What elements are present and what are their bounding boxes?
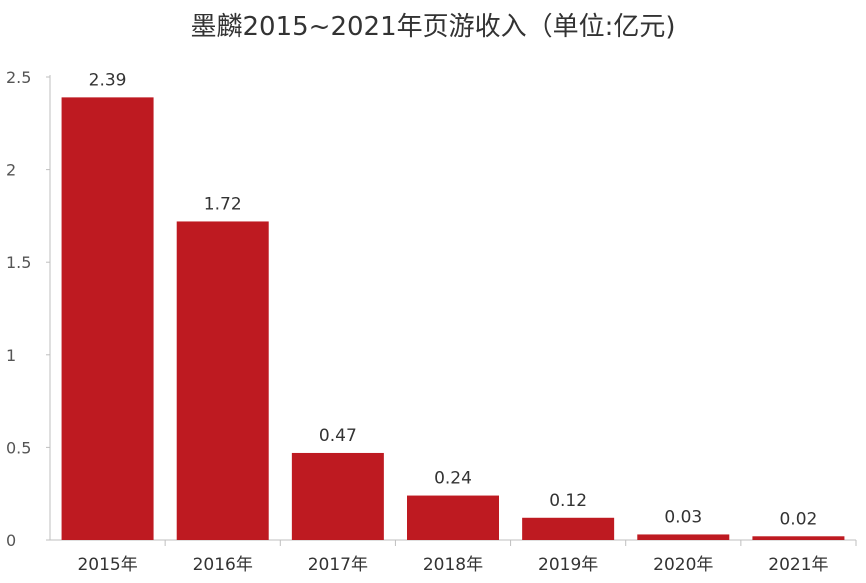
bar — [637, 534, 730, 540]
chart-title: 墨麟2015~2021年页游收入（单位:亿元) — [190, 12, 676, 42]
x-tick-label: 2015年 — [77, 555, 137, 575]
x-tick-label: 2017年 — [308, 555, 368, 575]
y-tick-label: 1.5 — [6, 253, 31, 272]
bar — [291, 452, 384, 540]
data-label: 0.02 — [779, 509, 817, 529]
y-tick-label: 1 — [6, 346, 16, 365]
x-tick-label: 2021年 — [768, 555, 828, 575]
bar — [176, 221, 269, 540]
data-label: 1.72 — [204, 194, 242, 214]
y-tick-label: 0.5 — [6, 438, 31, 457]
x-tick-label: 2019年 — [538, 555, 598, 575]
data-label: 0.24 — [434, 469, 472, 489]
x-tick-label: 2020年 — [653, 555, 713, 575]
y-tick-label: 0 — [6, 531, 16, 550]
bar — [407, 495, 499, 540]
x-tick-label: 2018年 — [423, 555, 483, 575]
data-label: 0.47 — [319, 426, 357, 446]
bar — [752, 536, 845, 540]
y-tick-label: 2.5 — [6, 68, 31, 87]
bar — [522, 517, 615, 540]
y-tick-label: 2 — [6, 161, 16, 180]
bar — [61, 97, 154, 540]
data-label: 0.12 — [549, 491, 587, 511]
x-tick-label: 2016年 — [193, 555, 253, 575]
data-label: 0.03 — [664, 507, 702, 527]
data-label: 2.39 — [89, 70, 127, 90]
